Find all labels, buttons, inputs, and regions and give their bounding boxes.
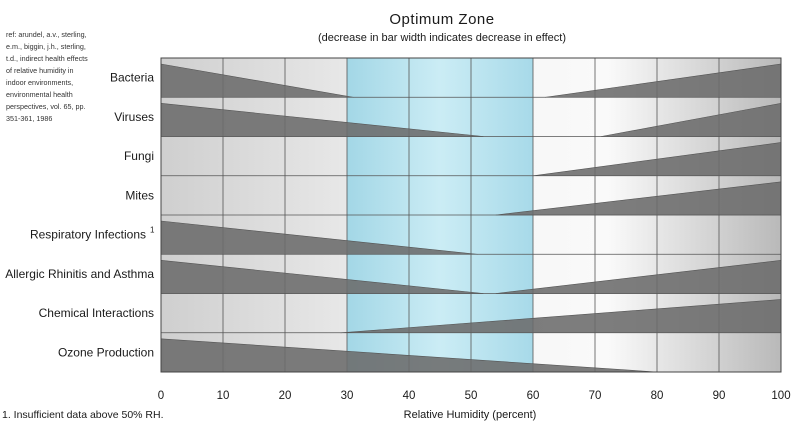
row-label: Respiratory Infections [30,228,146,242]
reference-line: indoor environments, [6,78,73,87]
x-tick-label: 20 [279,390,292,402]
reference-line: t.d., indirect health effects [6,54,88,63]
chart-title: Optimum Zone [389,11,494,28]
row-label: Chemical Interactions [39,306,154,320]
x-tick-label: 70 [589,390,602,402]
x-tick-label: 60 [527,390,540,402]
row-label: Fungi [124,149,154,163]
x-tick-label: 100 [771,390,790,402]
row-label: Viruses [114,110,154,124]
row-label: Allergic Rhinitis and Asthma [5,267,154,281]
x-tick-label: 80 [651,390,664,402]
reference-line: of relative humidity in [6,66,74,75]
chart-subtitle: (decrease in bar width indicates decreas… [318,32,566,44]
x-axis-label: Relative Humidity (percent) [404,409,537,421]
footnote: 1. Insufficient data above 50% RH. [2,409,164,421]
reference-line: e.m., biggin, j.h., sterling, [6,42,86,51]
reference-line: environmental health [6,90,73,99]
x-tick-label: 90 [713,390,726,402]
reference-line: ref: arundel, a.v., sterling, [6,30,87,39]
reference-line: 351-361, 1986 [6,114,52,123]
row-label: Bacteria [110,71,154,85]
row-label: Mites [125,188,154,202]
plot-border [160,57,782,373]
row-label: Ozone Production [58,345,154,359]
reference-line: perspectives, vol. 65, pp. [6,102,86,111]
x-tick-label: 0 [158,390,164,402]
x-tick-label: 30 [341,390,354,402]
x-tick-label: 10 [217,390,230,402]
x-tick-label: 40 [403,390,416,402]
row-label-superscript: 1 [150,226,155,235]
x-tick-label: 50 [465,390,478,402]
reference-citation: ref: arundel, a.v., sterling, e.m., bigg… [6,30,88,123]
